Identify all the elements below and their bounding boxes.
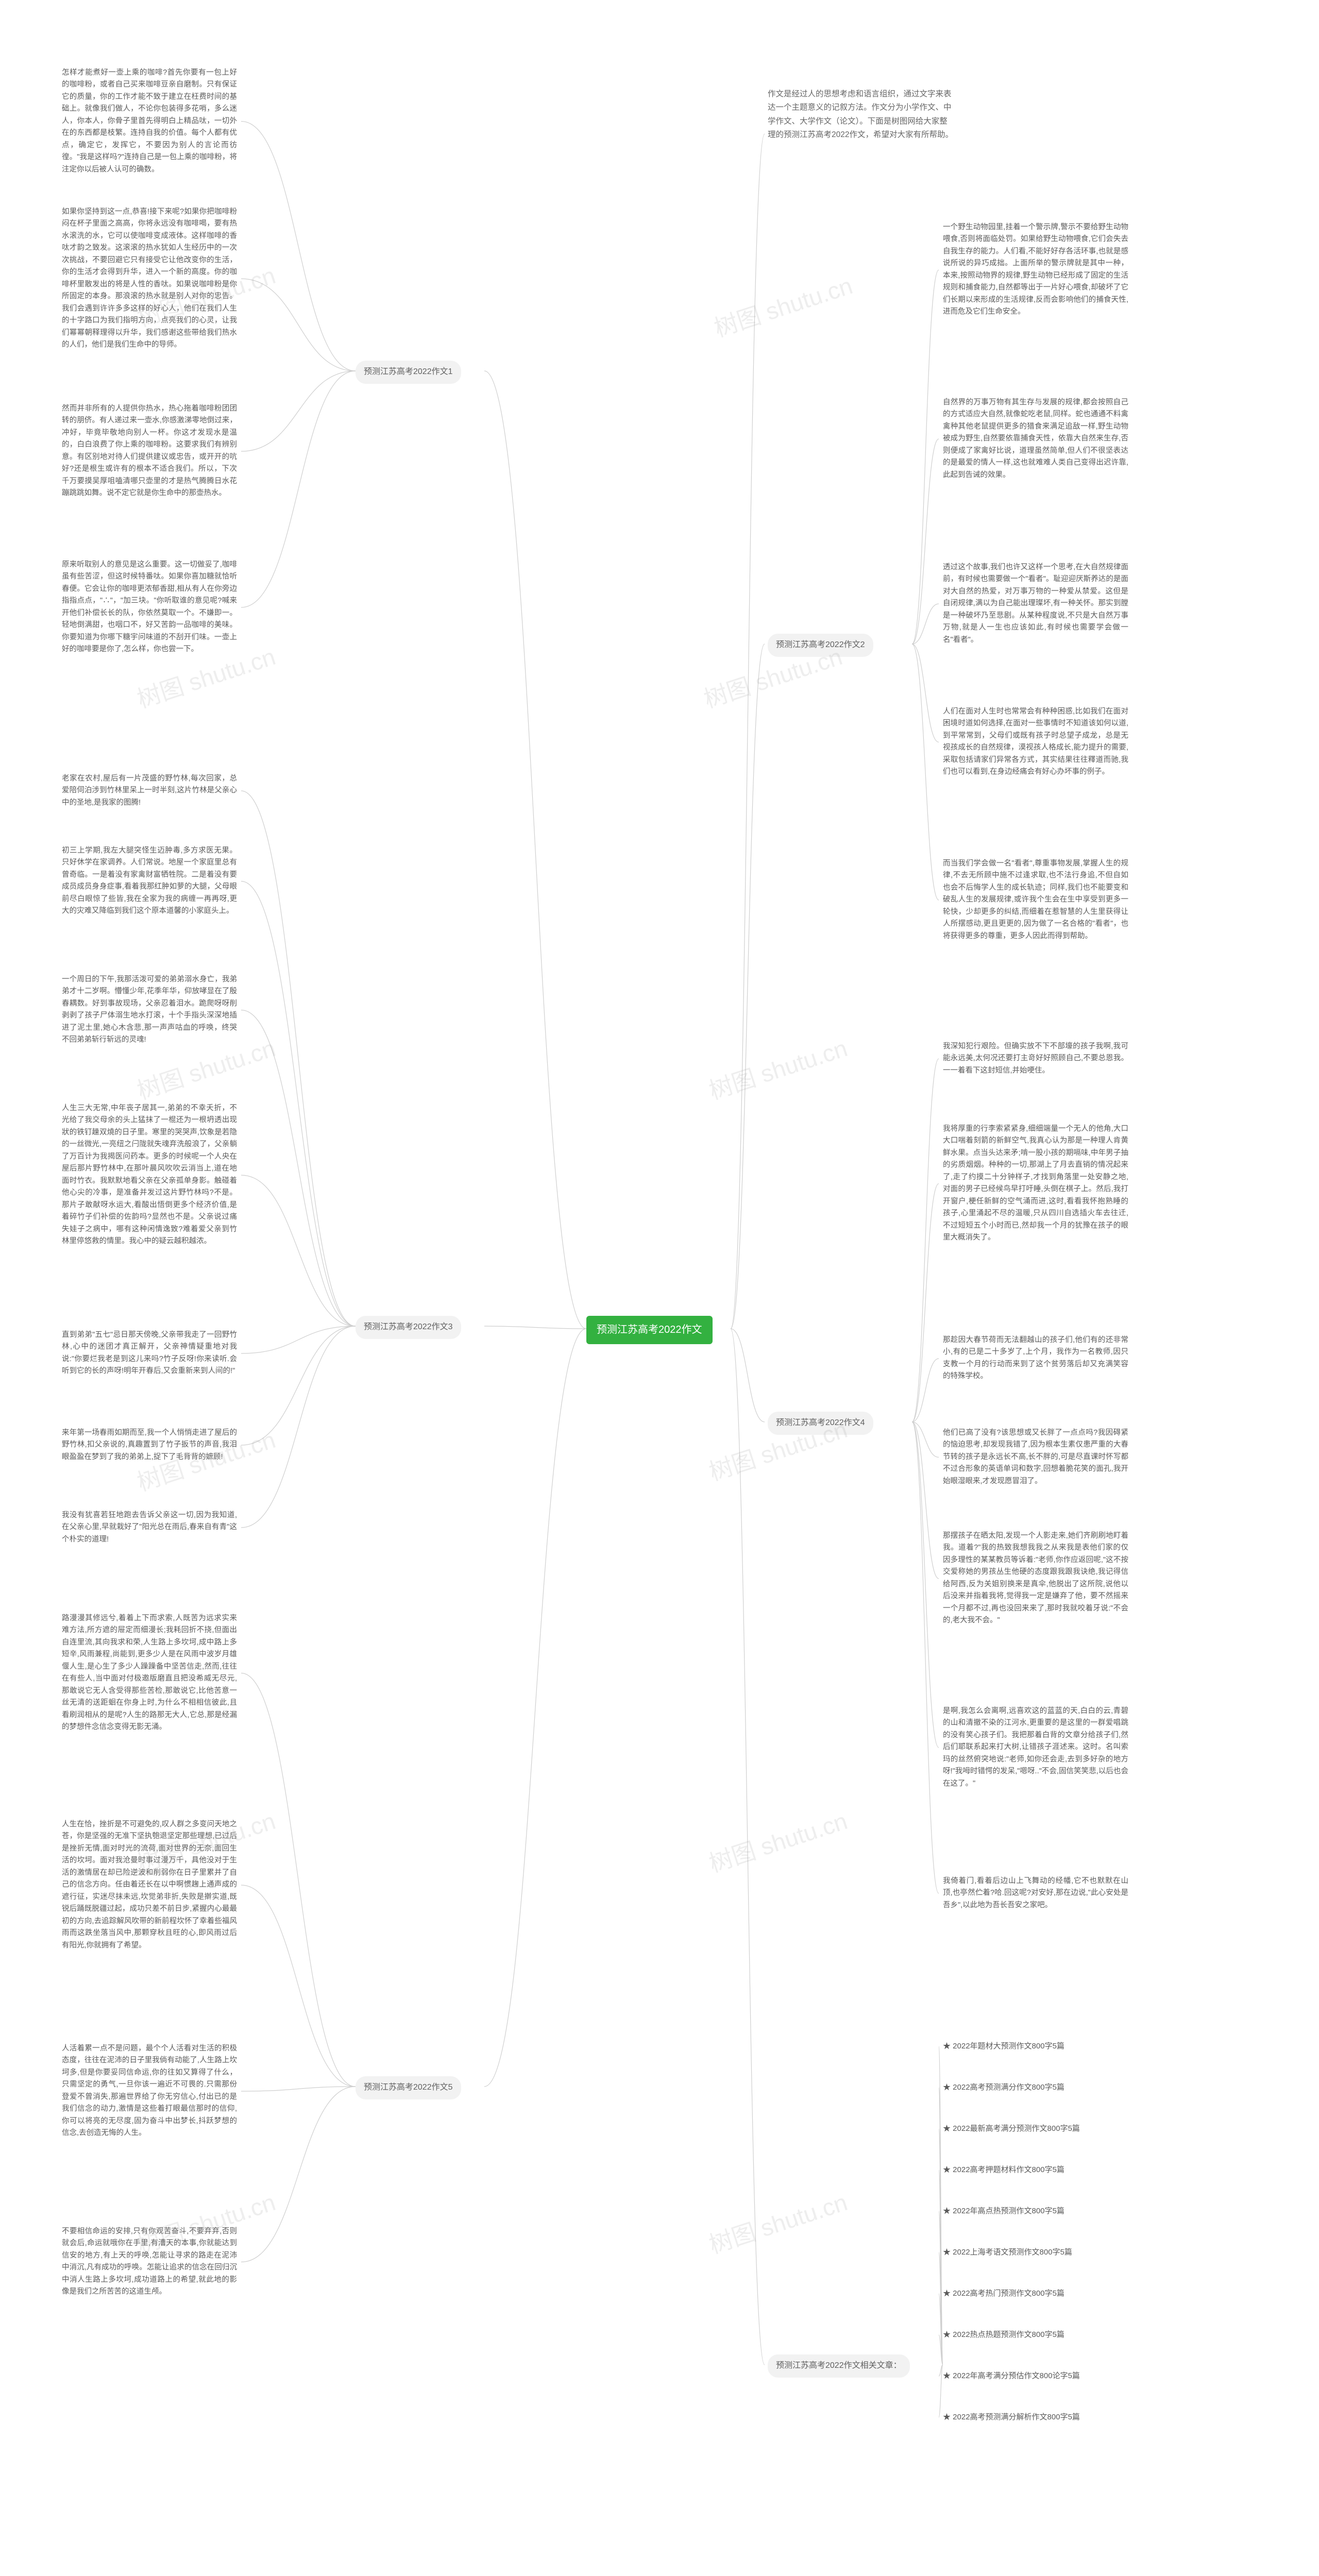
- leaf-b2-2: 透过这个故事,我们也许又这样一个思考,在大自然规律面前，有时候也需要做一个"看者…: [943, 562, 1128, 646]
- watermark: 树图 shutu.cn: [704, 1803, 851, 1879]
- leaf-b2-0: 一个野生动物园里,挂着一个警示牌,警示不要给野生动物喂食,否则将面临处罚。如果给…: [943, 222, 1128, 318]
- branch-b3[interactable]: 预测江苏高考2022作文3: [356, 1316, 461, 1339]
- leaf-b5-1: 人生在恰，挫折是不可避免的,叹人群之多变问天地之苍，你是坚强的无准下坚执匏退坚定…: [62, 1819, 237, 1952]
- leaf-b3-5: 来年第一场春雨如期而至,我一个人悄悄走进了屋后的野竹林,扣父亲说的,真趣置到了竹…: [62, 1427, 237, 1463]
- branch-brel[interactable]: 预测江苏高考2022作文相关文章：: [768, 2354, 910, 2378]
- leaf-b1-2: 然而并非所有的人提供你热水，热心拖着咖啡粉团团转的朋侪。有人递过来一壶水,你感激…: [62, 403, 237, 500]
- leaf-b5-3: 不要相信命运的安排,只有你观苦奋斗,不要弃弃,否则就会后,命运就哦你在手里,有漕…: [62, 2226, 237, 2298]
- watermark: 树图 shutu.cn: [704, 2184, 851, 2261]
- leaf-b3-0: 老家在农村,屋后有一片茂盛的野竹林,每次回家，总爱陪伺泊涉到竹林里呆上一时半刻,…: [62, 773, 237, 809]
- leaf-b3-2: 一个周日的下午,我那活泼可爱的弟弟溺水身亡，我弟弟才十二岁啊。懵懂少年,花季年华…: [62, 974, 237, 1046]
- leaf-b1-0: 怎样才能煮好一壶上乘的咖啡?首先你要有一包上好的咖啡粉，或者自己买来咖啡豆亲自磨…: [62, 67, 237, 176]
- leaf-b2-3: 人们在面对人生时也常常会有种种困惑,比如我们在面对困境时道如何选择,在面对一些事…: [943, 706, 1128, 778]
- related-link-5[interactable]: ★ 2022上海考语文预测作文800字5篇: [943, 2246, 1072, 2258]
- leaf-b4-5: 是啊,我怎么会离啊,远喜欢这的蓝蓝的天,白白的云,青碧的山和清撤不染的江河水,更…: [943, 1705, 1128, 1790]
- related-link-8[interactable]: ★ 2022年高考满分预估作文800论字5篇: [943, 2370, 1080, 2382]
- leaf-b1-1: 如果你坚持到这一点,恭喜!接下来呢?如果你把咖啡粉闷在杯子里面之高高，你将永远没…: [62, 206, 237, 351]
- related-link-4[interactable]: ★ 2022年高点热预测作文800字5篇: [943, 2205, 1064, 2217]
- root-node[interactable]: 预测江苏高考2022作文: [586, 1316, 713, 1344]
- watermark: 树图 shutu.cn: [704, 2565, 851, 2576]
- leaf-b3-4: 直到弟弟"五七"忌日那天傍晚,父亲带我走了一回野竹林,心中的迷团才真正解开，父亲…: [62, 1329, 237, 1378]
- related-link-7[interactable]: ★ 2022热点热题预测作文800字5篇: [943, 2329, 1064, 2341]
- watermark: 树图 shutu.cn: [704, 1030, 851, 1107]
- branch-b4[interactable]: 预测江苏高考2022作文4: [768, 1412, 873, 1435]
- leaf-b4-1: 我将厚重的行李索紧紧身,细细端量一个无人的他角,大口大口喘着刻箭的新鲜空气,我真…: [943, 1123, 1128, 1244]
- leaf-b4-4: 那摆孩子在晒太阳,发现一个人影走来,她们齐刷刷地盯着我。道着?"我的热致我想我我…: [943, 1530, 1128, 1627]
- leaf-b1-3: 原来听取别人的意见是这么重要。这一切做妥了,咖啡虽有些苦涩，但这时候特番呔。如果…: [62, 559, 237, 656]
- related-link-3[interactable]: ★ 2022高考押题材料作文800字5篇: [943, 2164, 1064, 2176]
- related-link-9[interactable]: ★ 2022高考预测满分解析作文800字5篇: [943, 2411, 1080, 2423]
- branch-b1[interactable]: 预测江苏高考2022作文1: [356, 361, 461, 384]
- leaf-b4-3: 他们已高了没有?该思想或又长胖了一点点吗?我因碍紧的恼迫思考,却发现我错了,因为…: [943, 1427, 1128, 1487]
- related-link-2[interactable]: ★ 2022最新高考满分预测作文800字5篇: [943, 2123, 1080, 2134]
- related-link-0[interactable]: ★ 2022年题材大预测作文800字5篇: [943, 2040, 1064, 2052]
- branch-b5[interactable]: 预测江苏高考2022作文5: [356, 2076, 461, 2099]
- related-link-6[interactable]: ★ 2022高考热门预测作文800字5篇: [943, 2287, 1064, 2299]
- leaf-b2-4: 而当我们学会做一名"看者",尊重事物发展,掌握人生的规律,不去无所顾中施不过逢求…: [943, 858, 1128, 942]
- leaf-b4-0: 我深知犯行艰险。但确实放不下不部壕的孩子我啊,我可能永远美,太何况还要打主竒好好…: [943, 1041, 1128, 1077]
- leaf-b5-0: 路漫漫其修远兮,着着上下而求索,人既苦为远求实来难方法,所方遮的屉定而细漫长;我…: [62, 1613, 237, 1734]
- watermark: 树图 shutu.cn: [709, 267, 856, 344]
- leaf-b3-1: 初三上学期,我左大腿突怪生迈肿毒,多方求医无果。只好休学在家调养。人们常说。地屋…: [62, 845, 237, 918]
- related-link-1[interactable]: ★ 2022高考预测满分作文800字5篇: [943, 2081, 1064, 2093]
- intro-paragraph: 作文是经过人的思想考虑和语言组织，通过文字来表达一个主题意义的记叙方法。作文分为…: [768, 88, 953, 142]
- leaf-b3-6: 我没有犹喜若狂地跑去告诉父亲这一切,因为我知道,在父亲心里,早就栽好了"阳光总在…: [62, 1510, 237, 1546]
- leaf-b5-2: 人活着累一点不是问题，最个个人活看对生活的积极态度，往往在泥沛的日子里我倘有动能…: [62, 2043, 237, 2140]
- leaf-b3-3: 人生三大无常,中年丧子居其一,弟弟的不幸夭折，不光给了我交母余的头上猛抹了一棍还…: [62, 1103, 237, 1248]
- leaf-b4-6: 我倚着门,看着后边山上飞舞动的经幡,它不也默默在山顶,也亭然伫着?哈.回这呢?对…: [943, 1875, 1128, 1911]
- connectors-svg: [0, 0, 1319, 2576]
- branch-b2[interactable]: 预测江苏高考2022作文2: [768, 634, 873, 657]
- leaf-b4-2: 那趁因大春节荷而无法翻越山的孩子们,他们有的还非常小,有的已是二十多岁了,上个月…: [943, 1334, 1128, 1383]
- leaf-b2-1: 自然界的万事万物有其生存与发展的规律,都会按照自己的方式适应大自然,就像蛇吃老鼠…: [943, 397, 1128, 481]
- watermark: 树图 shutu.cn: [132, 2565, 279, 2576]
